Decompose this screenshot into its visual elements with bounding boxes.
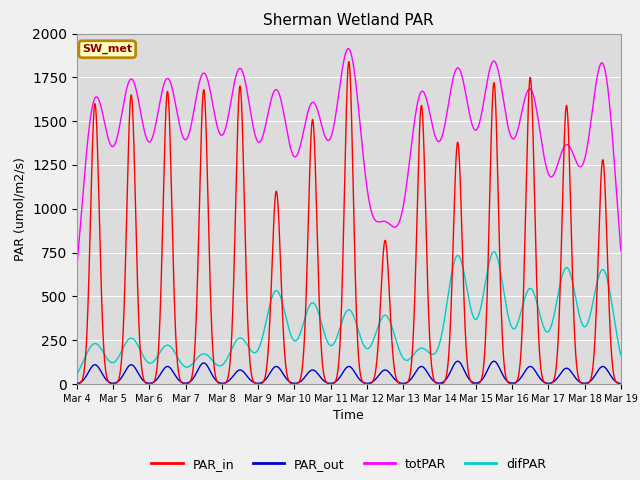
- X-axis label: Time: Time: [333, 409, 364, 422]
- Title: Sherman Wetland PAR: Sherman Wetland PAR: [264, 13, 434, 28]
- Legend: PAR_in, PAR_out, totPAR, difPAR: PAR_in, PAR_out, totPAR, difPAR: [147, 453, 551, 476]
- Text: SW_met: SW_met: [82, 44, 132, 54]
- Y-axis label: PAR (umol/m2/s): PAR (umol/m2/s): [13, 157, 26, 261]
